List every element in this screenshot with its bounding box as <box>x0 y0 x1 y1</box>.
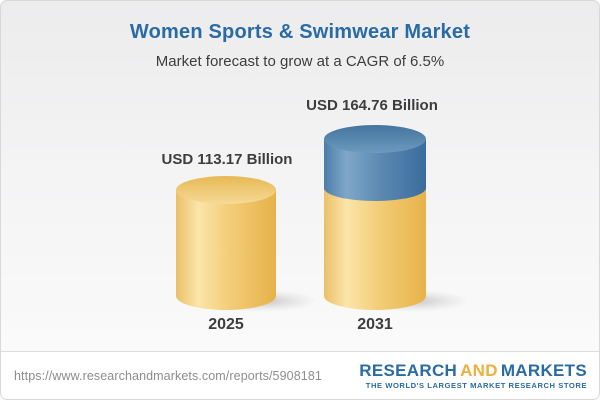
report-url: https://www.researchandmarkets.com/repor… <box>14 368 322 383</box>
logo-word-research: RESEARCH <box>359 360 458 380</box>
value-label-2031: USD 164.76 Billion <box>306 97 438 114</box>
cylinder-2025 <box>176 176 276 310</box>
research-and-markets-logo: RESEARCH AND MARKETS THE WORLD'S LARGEST M… <box>359 362 587 390</box>
cylinder-2025-top <box>176 176 276 204</box>
category-label-2025: 2025 <box>208 316 244 333</box>
logo-word-markets: MARKETS <box>500 360 587 380</box>
category-label-2031: 2031 <box>357 316 393 333</box>
chart-title: Women Sports & Swimwear Market <box>129 21 471 43</box>
header: Women Sports & Swimwear Market Market fo… <box>1 1 599 70</box>
cylinder-2031-top <box>324 125 426 153</box>
logo-tagline: THE WORLD'S LARGEST MARKET RESEARCH STOR… <box>365 380 587 390</box>
cylinder-2031-base-segment <box>324 188 426 310</box>
cylinder-2025-body <box>176 190 276 310</box>
cylinder-2031 <box>324 125 426 310</box>
logo-word-and: AND <box>460 360 498 380</box>
value-label-2025: USD 113.17 Billion <box>161 151 293 168</box>
chart-subtitle: Market forecast to grow at a CAGR of 6.5… <box>155 53 445 70</box>
footer: https://www.researchandmarkets.com/repor… <box>1 351 599 399</box>
logo-wordmark: RESEARCH AND MARKETS <box>359 362 587 379</box>
cylinder-2031-growth-segment <box>324 139 426 201</box>
